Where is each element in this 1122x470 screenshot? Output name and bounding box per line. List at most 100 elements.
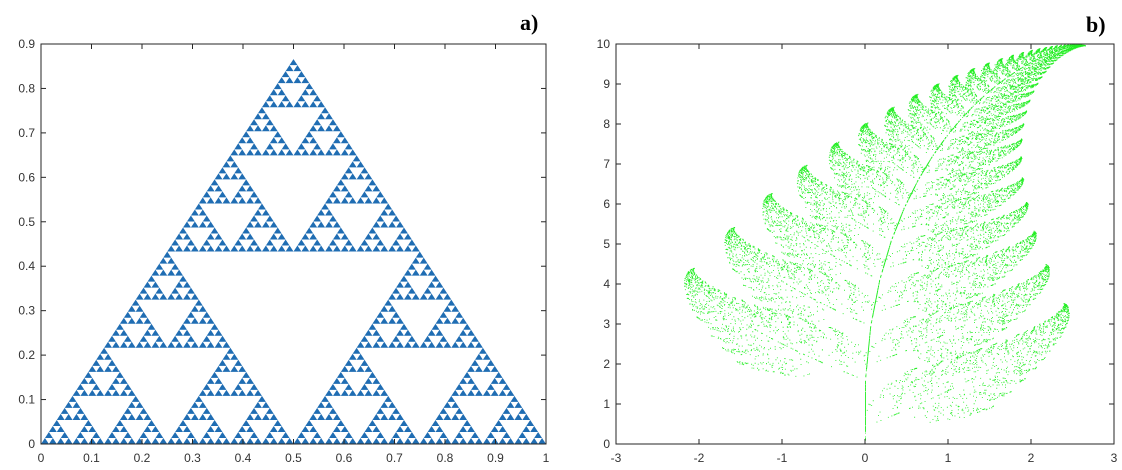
sierpinski-cell	[143, 413, 152, 420]
sierpinski-cell	[230, 353, 239, 360]
sierpinski-cell	[155, 287, 164, 294]
sierpinski-cell	[482, 365, 491, 372]
sierpinski-cell	[281, 95, 290, 102]
sierpinski-cell	[250, 215, 258, 222]
sierpinski-cell	[309, 425, 318, 432]
sierpinski-cell	[317, 221, 326, 228]
sierpinski-cell	[175, 293, 184, 300]
sierpinski-cell	[123, 407, 132, 414]
sierpinski-cell	[321, 203, 330, 210]
y-tick-label: 0.9	[18, 37, 35, 51]
sierpinski-cell	[435, 317, 444, 324]
x-ticks-a: 0 0.1 0.2 0.3 0.4 0.5 0.6 0.7 0.8 0.9 1	[38, 44, 550, 465]
sierpinski-cell	[269, 137, 278, 144]
sierpinski-cell	[301, 149, 310, 156]
sierpinski-cell	[198, 437, 207, 444]
sierpinski-cell	[518, 431, 527, 438]
sierpinski-cell	[273, 419, 282, 426]
sierpinski-cell	[439, 335, 448, 342]
sierpinski-cell	[403, 293, 412, 300]
sierpinski-cell	[269, 413, 278, 420]
sierpinski-cell	[214, 185, 223, 192]
sierpinski-cell	[376, 239, 385, 246]
sierpinski-cell	[344, 191, 353, 198]
sierpinski-cell	[317, 245, 326, 252]
sierpinski-cell	[380, 197, 389, 204]
sierpinski-cell	[474, 353, 483, 360]
sierpinski-cell	[72, 437, 81, 444]
sierpinski-cell	[352, 347, 361, 354]
sierpinski-cell	[238, 233, 247, 240]
sierpinski-cell	[88, 365, 97, 372]
sierpinski-cell	[325, 149, 333, 156]
sierpinski-cell	[123, 383, 132, 390]
sierpinski-cell	[423, 335, 432, 342]
sierpinski-cell	[273, 131, 282, 138]
sierpinski-cell	[214, 329, 223, 336]
sierpinski-cell	[80, 413, 89, 420]
sierpinski-cell	[396, 413, 404, 420]
sierpinski-cell	[76, 383, 85, 390]
sierpinski-cell	[84, 371, 93, 378]
sierpinski-cell	[403, 437, 412, 444]
sierpinski-cell	[467, 329, 475, 336]
sierpinski-cell	[451, 401, 460, 408]
sierpinski-cell	[64, 437, 73, 444]
sierpinski-cell	[206, 341, 215, 348]
sierpinski-cell	[474, 437, 483, 444]
sierpinski-cell	[439, 407, 448, 414]
sierpinski-cell	[261, 125, 270, 132]
sierpinski-cell	[388, 209, 397, 216]
sierpinski-cell	[246, 245, 255, 252]
sierpinski-cell	[482, 389, 491, 396]
sierpinski-cell	[407, 335, 416, 342]
sierpinski-cell	[431, 419, 440, 426]
sierpinski-cell	[419, 257, 428, 264]
sierpinski-cell	[313, 215, 322, 222]
sierpinski-cell	[198, 401, 207, 408]
sierpinski-cell	[206, 377, 215, 384]
sierpinski-cell	[427, 437, 436, 444]
sierpinski-cell	[356, 341, 365, 348]
sierpinski-cell	[175, 233, 184, 240]
sierpinski-cell	[407, 287, 416, 294]
sierpinski-cell	[451, 341, 460, 348]
sierpinski-cell	[459, 377, 468, 384]
sierpinski-cell	[194, 395, 203, 402]
sierpinski-cell	[396, 221, 404, 228]
sierpinski-cell	[455, 335, 464, 342]
sierpinski-cell	[340, 365, 349, 372]
sierpinski-cell	[309, 149, 318, 156]
sierpinski-cell	[222, 341, 231, 348]
sierpinski-cell	[486, 431, 495, 438]
sierpinski-cell	[423, 263, 432, 270]
sierpinski-cell	[269, 245, 278, 252]
sierpinski-cell	[250, 191, 258, 198]
sierpinski-cell	[183, 437, 191, 444]
sierpinski-cell	[325, 437, 333, 444]
sierpinski-cell	[261, 101, 270, 108]
sierpinski-cell	[482, 353, 491, 360]
sierpinski-cell	[261, 401, 270, 408]
sierpinski-cell	[443, 413, 452, 420]
sierpinski-cell	[364, 377, 373, 384]
sierpinski-cell	[455, 407, 464, 414]
sierpinski-cell	[332, 245, 341, 252]
sierpinski-cell	[317, 113, 326, 120]
sierpinski-cell	[344, 431, 353, 438]
sierpinski-cell	[423, 287, 432, 294]
sierpinski-cell	[368, 419, 377, 426]
sierpinski-cell	[261, 209, 270, 216]
sierpinski-cell	[175, 329, 184, 336]
x-tick-label: 3	[1111, 451, 1118, 465]
sierpinski-cell	[419, 293, 428, 300]
sierpinski-cell	[76, 431, 85, 438]
x-tick-label: -2	[694, 451, 705, 465]
sierpinski-cell	[348, 353, 357, 360]
sierpinski-cell	[340, 437, 349, 444]
sierpinski-cell	[214, 233, 223, 240]
sierpinski-cell	[155, 335, 164, 342]
sierpinski-cell	[175, 281, 184, 288]
sierpinski-cell	[254, 209, 262, 216]
sierpinski-cell	[183, 233, 191, 240]
